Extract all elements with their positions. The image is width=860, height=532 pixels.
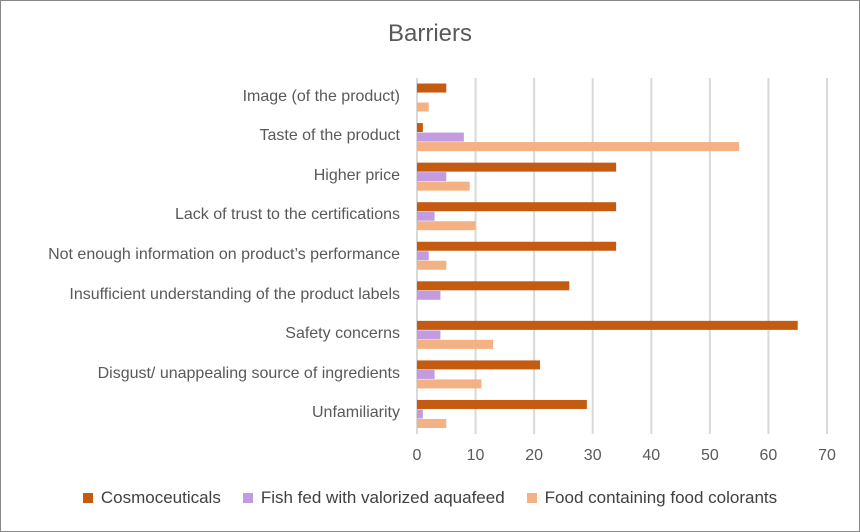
bar	[417, 369, 435, 379]
bar	[417, 123, 423, 133]
x-tick-label: 70	[818, 447, 836, 464]
x-tick-label: 30	[583, 447, 602, 464]
category-label: Disgust/ unappealing source of ingredien…	[97, 364, 400, 382]
chart-title: Barriers	[387, 20, 472, 47]
bar	[417, 142, 740, 152]
bar	[417, 221, 476, 231]
bar	[417, 418, 447, 428]
bar	[417, 260, 447, 270]
x-tick-label: 20	[525, 447, 544, 464]
x-tick-label: 60	[759, 447, 778, 464]
x-tick-label: 50	[700, 447, 719, 464]
bar	[417, 330, 441, 340]
bar	[417, 172, 447, 182]
bar	[417, 339, 494, 349]
legend-swatch	[82, 493, 93, 503]
bar	[417, 102, 429, 112]
bar	[417, 211, 435, 221]
category-label: Image (of the product)	[242, 87, 400, 105]
bar	[417, 132, 464, 142]
x-tick-label: 40	[642, 447, 661, 464]
legend-label: Cosmoceuticals	[100, 488, 221, 507]
category-label: Safety concerns	[285, 325, 400, 343]
bar	[417, 83, 447, 93]
category-label: Insufficient understanding of the produc…	[69, 285, 400, 303]
bar	[417, 320, 798, 330]
bar	[417, 202, 617, 212]
legend-swatch	[526, 493, 537, 503]
legend-label: Food containing food colorants	[544, 488, 778, 507]
x-tick-label: 0	[412, 447, 422, 464]
category-label: Higher price	[313, 166, 400, 184]
bar	[417, 399, 587, 409]
bar	[417, 251, 429, 261]
legend-item-cosmoceuticals: Cosmoceuticals	[82, 488, 221, 508]
bar	[417, 360, 540, 370]
bar	[417, 181, 470, 191]
category-label: Unfamiliarity	[311, 404, 400, 422]
category-label: Taste of the product	[259, 127, 400, 145]
bar	[417, 379, 482, 389]
bar	[417, 162, 617, 172]
bar	[417, 281, 570, 291]
bar	[417, 241, 617, 251]
x-tick-label: 10	[466, 447, 485, 464]
legend: Cosmoceuticals Fish fed with valorized a…	[0, 488, 860, 508]
bar	[417, 290, 441, 300]
category-label: Not enough information on product’s perf…	[48, 246, 400, 263]
legend-swatch	[242, 493, 253, 503]
bar	[417, 409, 423, 419]
legend-item-food: Food containing food colorants	[526, 488, 778, 508]
legend-label: Fish fed with valorized aquafeed	[260, 488, 505, 507]
category-label: Lack of trust to the certifications	[175, 206, 400, 224]
legend-item-fish: Fish fed with valorized aquafeed	[242, 488, 505, 508]
